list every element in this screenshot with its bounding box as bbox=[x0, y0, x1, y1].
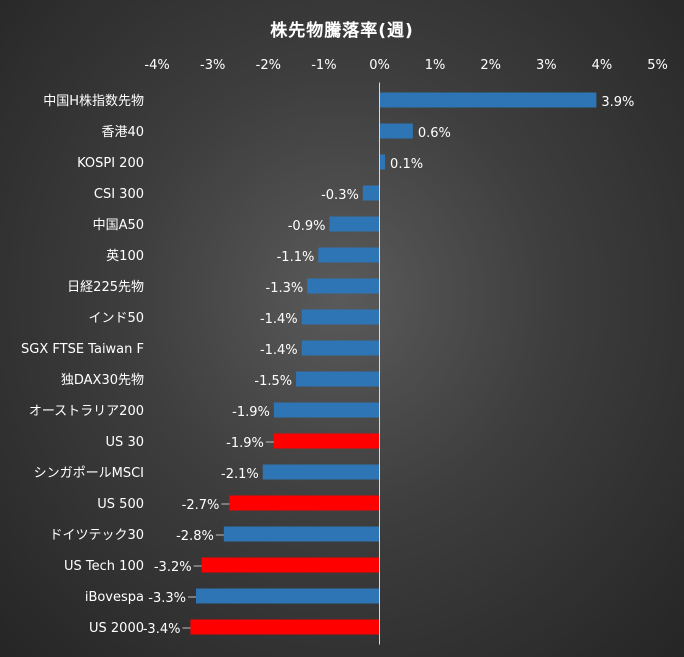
category-label: US Tech 100 bbox=[64, 559, 144, 574]
category-label: インド50 bbox=[88, 311, 144, 326]
category-label: US 500 bbox=[97, 497, 144, 512]
category-label: iBovespa bbox=[85, 590, 144, 605]
chart-title: 株先物騰落率(週) bbox=[270, 21, 414, 41]
category-label: 独DAX30先物 bbox=[61, 373, 144, 388]
data-label: -0.3% bbox=[321, 188, 359, 203]
data-label: -2.1% bbox=[221, 467, 259, 482]
category-label: シンガポールMSCI bbox=[34, 466, 144, 481]
bar-3 bbox=[379, 154, 386, 170]
data-label: -0.9% bbox=[288, 219, 326, 234]
category-label: KOSPI 200 bbox=[77, 156, 144, 171]
x-tick-label: 4% bbox=[592, 58, 613, 73]
bar-9 bbox=[301, 340, 380, 356]
data-label: -1.9% bbox=[226, 436, 264, 451]
bar-18 bbox=[190, 619, 380, 635]
bar-8 bbox=[301, 309, 380, 325]
category-label: SGX FTSE Taiwan F bbox=[21, 342, 144, 357]
bar-12 bbox=[273, 433, 380, 449]
bar-1 bbox=[379, 92, 597, 108]
category-label: 日経225先物 bbox=[67, 280, 144, 295]
x-tick-label: -3% bbox=[200, 58, 225, 73]
data-label: -3.4% bbox=[143, 622, 181, 637]
data-label: -1.5% bbox=[254, 374, 292, 389]
data-label: -3.3% bbox=[148, 591, 186, 606]
bar-15 bbox=[223, 526, 380, 542]
bar-16 bbox=[201, 557, 380, 573]
data-label: 0.1% bbox=[390, 157, 423, 172]
data-label: -1.3% bbox=[266, 281, 304, 296]
bar-4 bbox=[362, 185, 380, 201]
category-label: ドイツテック30 bbox=[49, 528, 144, 543]
bar-5 bbox=[329, 216, 380, 232]
category-label: US 30 bbox=[106, 435, 144, 450]
bar-11 bbox=[273, 402, 380, 418]
bar-17 bbox=[196, 588, 380, 604]
bar-7 bbox=[307, 278, 380, 294]
category-label: CSI 300 bbox=[94, 187, 144, 202]
category-label: オーストラリア200 bbox=[29, 404, 144, 419]
bar-13 bbox=[262, 464, 380, 480]
x-tick-label: 0% bbox=[369, 58, 390, 73]
category-label: 中国H株指数先物 bbox=[43, 94, 144, 109]
data-label: 3.9% bbox=[601, 95, 634, 110]
data-label: -2.7% bbox=[182, 498, 220, 513]
data-label: -3.2% bbox=[154, 560, 192, 575]
x-tick-label: -2% bbox=[256, 58, 281, 73]
bar-14 bbox=[229, 495, 380, 511]
data-label: -1.9% bbox=[232, 405, 270, 420]
bar-6 bbox=[318, 247, 380, 263]
bar-2 bbox=[379, 123, 413, 139]
category-label: 英100 bbox=[106, 249, 144, 264]
data-label: -1.4% bbox=[260, 343, 298, 358]
x-tick-label: 5% bbox=[647, 58, 668, 73]
x-tick-label: 2% bbox=[480, 58, 501, 73]
x-tick-label: -4% bbox=[144, 58, 169, 73]
data-label: 0.6% bbox=[418, 126, 451, 141]
bar-10 bbox=[296, 371, 380, 387]
data-label: -2.8% bbox=[176, 529, 214, 544]
category-label: 香港40 bbox=[101, 125, 144, 140]
category-label: 中国A50 bbox=[93, 218, 144, 233]
data-label: -1.1% bbox=[277, 250, 315, 265]
x-tick-label: 3% bbox=[536, 58, 557, 73]
category-label: US 2000 bbox=[89, 621, 144, 636]
data-label: -1.4% bbox=[260, 312, 298, 327]
x-tick-label: -1% bbox=[311, 58, 336, 73]
x-tick-label: 1% bbox=[425, 58, 446, 73]
